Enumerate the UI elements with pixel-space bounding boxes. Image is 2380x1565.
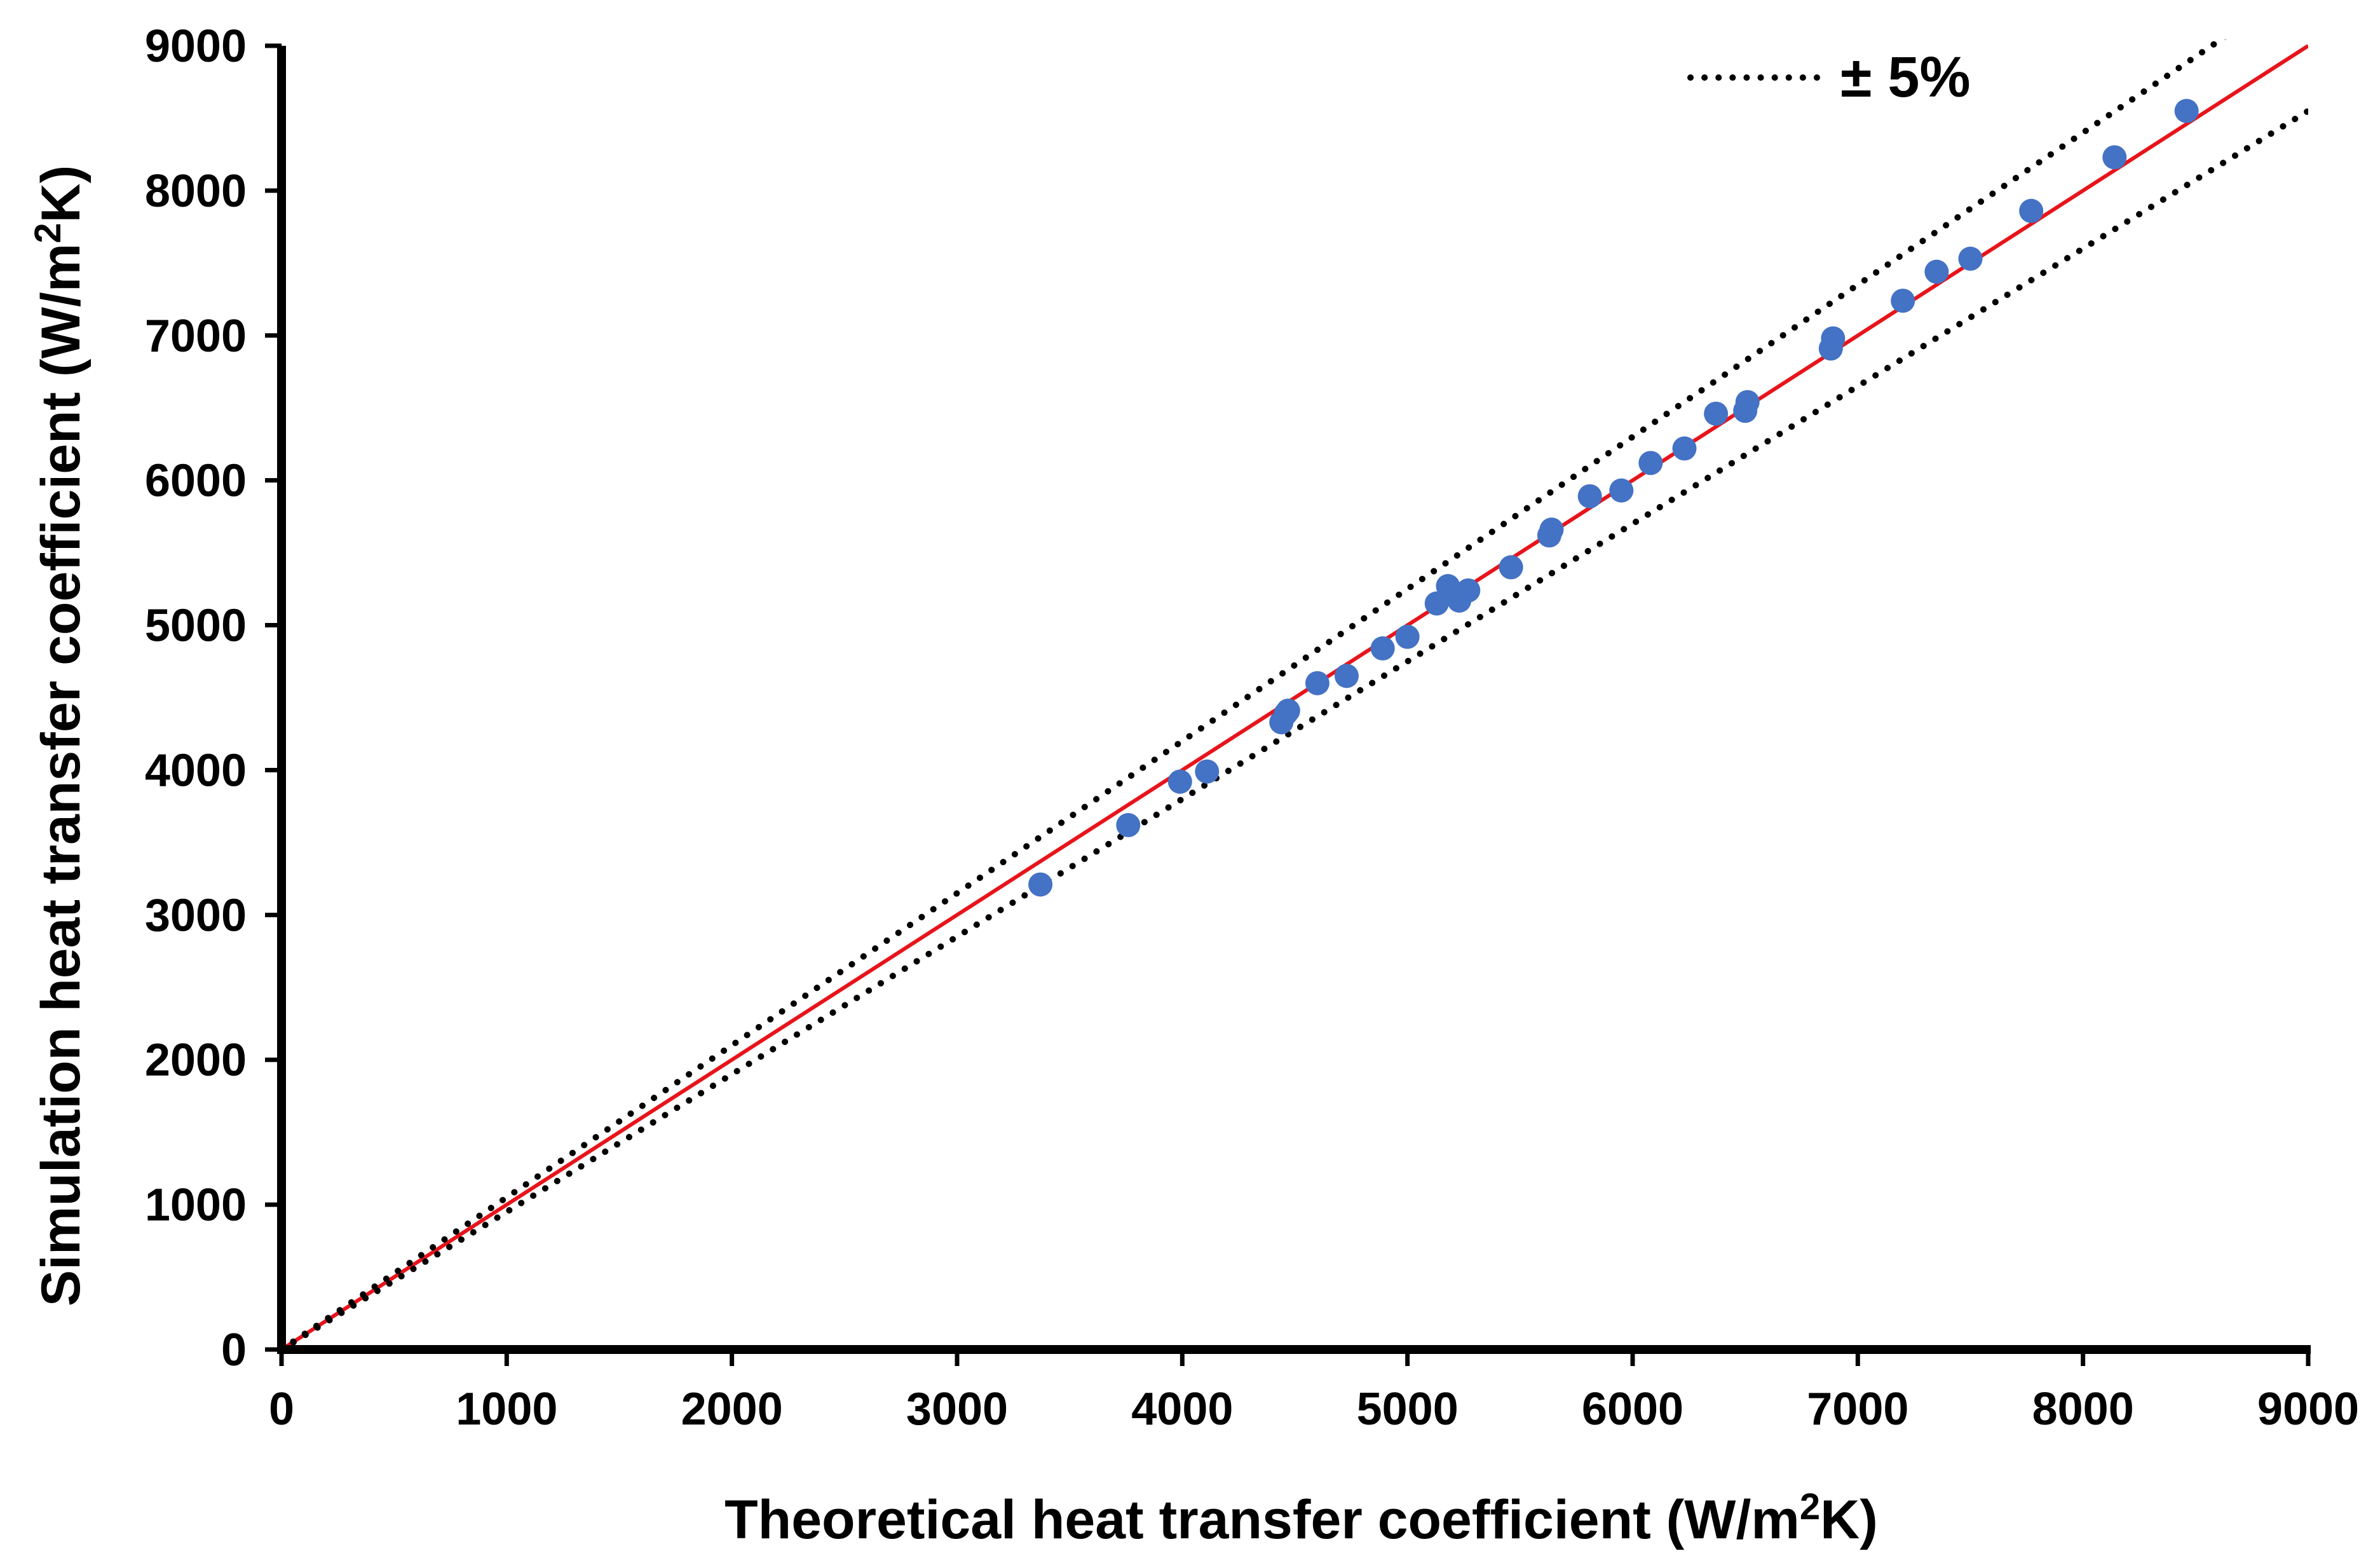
y-tick-label: 8000 bbox=[145, 166, 247, 217]
data-point bbox=[1305, 671, 1329, 695]
x-axis-title: Theoretical heat transfer coefficient (W… bbox=[724, 1486, 1878, 1550]
data-point bbox=[1116, 813, 1141, 838]
axes: 0 1000 2000 3000 4000 5000 6000 7000 8000 9000 0 10… bbox=[145, 21, 2359, 1435]
data-point bbox=[2102, 145, 2127, 170]
data-point bbox=[1539, 517, 1564, 542]
data-point bbox=[1028, 872, 1053, 897]
x-tick-label: 7000 bbox=[1807, 1384, 1908, 1435]
data-series bbox=[1028, 99, 2199, 897]
data-point bbox=[1638, 451, 1663, 475]
data-point bbox=[1577, 484, 1602, 509]
x-tick-label: 4000 bbox=[1131, 1384, 1233, 1435]
data-point bbox=[1958, 246, 1983, 271]
y-tick-label: 4000 bbox=[145, 745, 247, 796]
data-point bbox=[1167, 769, 1192, 794]
data-point bbox=[1609, 478, 1634, 503]
identity-line bbox=[282, 44, 2308, 1350]
data-point bbox=[1499, 555, 1523, 580]
y-tick-label: 9000 bbox=[145, 21, 247, 72]
x-tick-label: 0 bbox=[269, 1384, 294, 1435]
x-tick-label: 9000 bbox=[2257, 1384, 2359, 1435]
data-point bbox=[1424, 591, 1449, 616]
legend-label: ± 5% bbox=[1840, 46, 1970, 109]
data-point bbox=[1704, 401, 1729, 426]
reference-lines bbox=[282, 39, 2308, 1350]
data-point bbox=[1275, 699, 1300, 723]
x-tick-label: 5000 bbox=[1357, 1384, 1459, 1435]
data-point bbox=[1395, 624, 1420, 649]
plot-area bbox=[282, 39, 2308, 1350]
x-tick-label: 6000 bbox=[1582, 1384, 1683, 1435]
data-point bbox=[1672, 436, 1697, 461]
data-point bbox=[1334, 664, 1359, 688]
data-point bbox=[1370, 636, 1395, 661]
data-point bbox=[1195, 759, 1220, 784]
data-point bbox=[2019, 198, 2044, 223]
y-tick-label: 7000 bbox=[145, 311, 247, 362]
data-point bbox=[1735, 390, 1760, 414]
data-point bbox=[2174, 99, 2199, 123]
legend: ± 5% bbox=[1687, 46, 1970, 109]
data-point bbox=[1456, 578, 1481, 603]
plus-5-percent-line bbox=[282, 39, 2227, 1350]
data-point bbox=[1924, 259, 1949, 284]
y-axis-title: Simulation heat transfer coefficient (W/… bbox=[27, 165, 92, 1306]
y-tick-label: 6000 bbox=[145, 456, 247, 507]
minus-5-percent-line bbox=[282, 107, 2308, 1350]
x-tick-label: 8000 bbox=[2032, 1384, 2134, 1435]
x-tick-label: 2000 bbox=[681, 1384, 783, 1435]
axis-titles: Theoretical heat transfer coefficient (W… bbox=[27, 165, 1878, 1550]
y-tick-label: 3000 bbox=[145, 890, 247, 941]
data-point bbox=[1891, 289, 1915, 313]
x-tick-label: 3000 bbox=[906, 1384, 1008, 1435]
data-point bbox=[1821, 326, 1846, 351]
y-tick-label: 0 bbox=[221, 1325, 247, 1376]
y-tick-label: 5000 bbox=[145, 601, 247, 652]
y-tick-label: 1000 bbox=[145, 1180, 247, 1231]
y-tick-label: 2000 bbox=[145, 1035, 247, 1086]
x-tick-label: 1000 bbox=[456, 1384, 557, 1435]
